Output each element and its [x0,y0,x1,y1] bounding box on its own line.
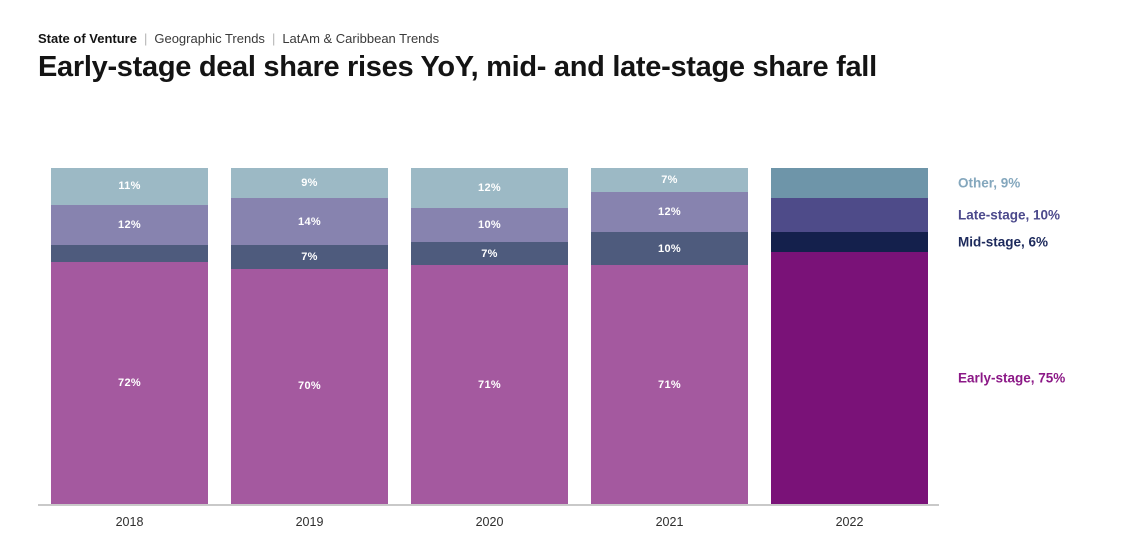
page-title: Early-stage deal share rises YoY, mid- a… [38,51,877,83]
x-axis-label: 2021 [655,515,684,529]
segment-value-label: 71% [478,378,501,391]
bar-segment-mid-stage: 7% [231,245,388,269]
bar-segment-mid-stage: 10% [591,231,748,266]
breadcrumb-item-state-of-venture: State of Venture [38,31,137,46]
segment-value-label: 14% [298,215,321,228]
breadcrumb: State of Venture | Geographic Trends | LatAm… [38,31,439,46]
bar-stack-2018: 11% 12% 72% [51,168,208,504]
bar-segment-late-stage: 14% [231,198,388,246]
bar-segment-other: 7% [591,168,748,192]
segment-value-label: 10% [658,242,681,255]
bar-stack-2020: 12% 10% 7% 71% [411,168,568,504]
bar-2021: 7% 12% 10% 71% 2021 [591,168,748,529]
x-axis-line [38,504,939,506]
segment-value-label: 72% [118,377,141,390]
bar-2022: 2022 [771,168,928,529]
bar-segment-late-stage: 10% [411,208,568,242]
bar-stack-2021: 7% 12% 10% 71% [591,168,748,504]
segment-value-label: 70% [298,380,321,393]
bar-segment-mid-stage [51,245,208,263]
x-axis-label: 2022 [835,515,864,529]
segment-value-label: 12% [478,182,501,195]
x-axis-label: 2020 [475,515,504,529]
bar-segment-late-stage: 12% [591,191,748,232]
bar-segment-early-stage: 72% [51,262,208,504]
bar-segment-late-stage: 12% [51,204,208,246]
segment-value-label: 7% [301,251,318,264]
bar-segment-early-stage [771,251,928,504]
bar-stack-2019: 9% 14% 7% 70% [231,168,388,504]
legend-item-other: Other, 9% [958,175,1021,191]
bar-segment-other [771,168,928,199]
segment-value-label: 71% [658,378,681,391]
breadcrumb-separator: | [271,31,276,46]
bar-2018: 11% 12% 72% 2018 [51,168,208,529]
segment-value-label: 9% [301,177,318,190]
segment-value-label: 7% [661,173,678,186]
bar-stack-2022 [771,168,928,504]
breadcrumb-item-geographic-trends: Geographic Trends [154,31,265,46]
breadcrumb-item-latam-caribbean-trends: LatAm & Caribbean Trends [282,31,440,46]
bar-segment-early-stage: 70% [231,268,388,504]
x-axis-label: 2018 [115,515,144,529]
breadcrumb-separator: | [143,31,148,46]
segment-value-label: 10% [478,219,501,232]
bar-2020: 12% 10% 7% 71% 2020 [411,168,568,529]
segment-value-label: 7% [481,247,498,260]
bar-segment-other: 9% [231,168,388,199]
legend-item-mid-stage: Mid-stage, 6% [958,234,1049,250]
bar-segment-mid-stage: 7% [411,241,568,266]
segment-value-label: 12% [658,205,681,218]
bar-segment-early-stage: 71% [591,265,748,504]
legend: Other, 9% Late-stage, 10% Mid-stage, 6% Ear… [958,168,1126,504]
legend-item-late-stage: Late-stage, 10% [958,207,1061,223]
segment-value-label: 12% [118,219,141,232]
bar-segment-late-stage [771,198,928,232]
bar-segment-other: 12% [411,168,568,209]
bar-2019: 9% 14% 7% 70% 2019 [231,168,388,529]
bars-container: 11% 12% 72% 2018 9% 14% 7% 70% 2019 12% 10% 7% 71% 20… [51,168,928,529]
legend-item-early-stage: Early-stage, 75% [958,370,1066,386]
bar-segment-other: 11% [51,168,208,205]
segment-value-label: 11% [118,180,141,193]
x-axis-label: 2019 [295,515,324,529]
bar-segment-early-stage: 71% [411,265,568,504]
bar-segment-mid-stage [771,231,928,252]
